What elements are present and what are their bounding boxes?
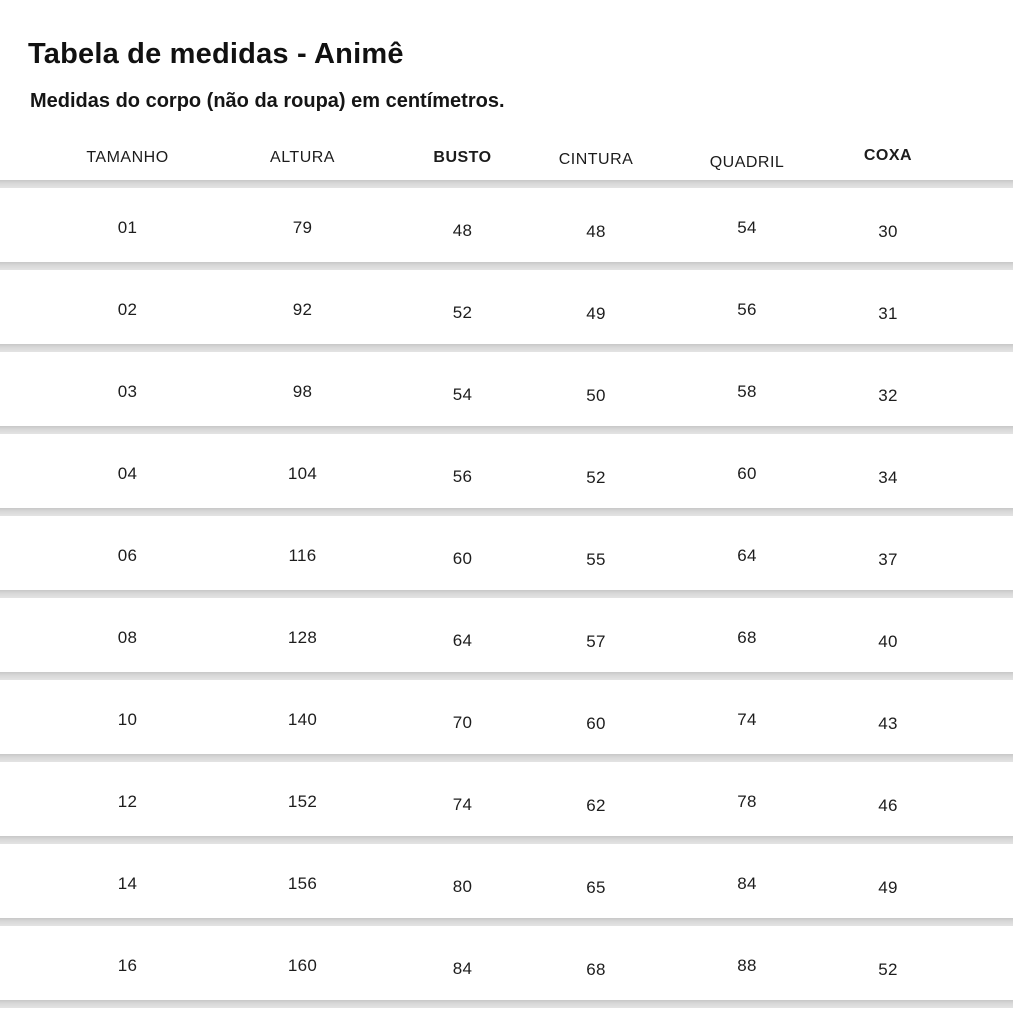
cell-altura: 152 [287, 792, 318, 811]
cell-cintura: 49 [586, 304, 606, 323]
page-title: Tabela de medidas - Animê [28, 38, 404, 70]
cell-tamanho: 06 [117, 546, 138, 565]
table-row: 06 116 60 55 64 37 [0, 516, 1013, 590]
cell-tamanho: 08 [117, 628, 138, 647]
cell-coxa: 46 [878, 796, 898, 815]
cell-busto: 60 [452, 549, 473, 568]
row-divider [0, 754, 1013, 762]
table-row: 02 92 52 49 56 31 [0, 270, 1013, 344]
cell-quadril: 74 [737, 710, 757, 729]
page-subtitle: Medidas do corpo (não da roupa) em centí… [30, 90, 505, 112]
cell-tamanho: 16 [117, 956, 138, 975]
table-row: 08 128 64 57 68 40 [0, 598, 1013, 672]
column-header-coxa: COXA [863, 146, 913, 164]
cell-altura: 116 [288, 546, 317, 565]
column-header-cintura: CINTURA [558, 150, 634, 168]
cell-cintura: 60 [586, 714, 606, 733]
cell-quadril: 78 [737, 792, 757, 811]
cell-busto: 56 [452, 467, 473, 486]
cell-quadril: 58 [737, 382, 757, 401]
cell-cintura: 57 [586, 632, 606, 651]
cell-coxa: 32 [878, 386, 898, 405]
cell-altura: 160 [287, 956, 318, 975]
row-divider [0, 918, 1013, 926]
column-header-tamanho: TAMANHO [86, 148, 169, 166]
cell-quadril: 54 [737, 218, 757, 237]
table-row: 16 160 84 68 88 52 [0, 926, 1013, 1000]
table-header-row: TAMANHO ALTURA BUSTO CINTURA QUADRIL COXA [0, 135, 1013, 180]
row-divider [0, 262, 1013, 270]
cell-tamanho: 03 [117, 382, 138, 401]
cell-busto: 52 [452, 303, 473, 322]
cell-quadril: 88 [737, 956, 757, 975]
cell-cintura: 50 [586, 386, 606, 405]
cell-busto: 48 [452, 221, 473, 240]
cell-quadril: 84 [737, 874, 757, 893]
cell-tamanho: 14 [117, 874, 138, 893]
cell-coxa: 40 [878, 632, 898, 651]
cell-coxa: 31 [878, 304, 898, 323]
cell-tamanho: 01 [117, 218, 138, 237]
column-header-busto: BUSTO [433, 148, 492, 166]
cell-cintura: 68 [586, 960, 606, 979]
table-row: 14 156 80 65 84 49 [0, 844, 1013, 918]
cell-quadril: 56 [737, 300, 757, 319]
cell-tamanho: 04 [117, 464, 138, 483]
size-table: TAMANHO ALTURA BUSTO CINTURA QUADRIL COXA 01 79… [0, 135, 1013, 1008]
row-divider [0, 508, 1013, 516]
cell-busto: 84 [452, 959, 473, 978]
cell-busto: 54 [452, 385, 473, 404]
column-header-quadril: QUADRIL [709, 153, 785, 171]
row-divider [0, 426, 1013, 434]
cell-cintura: 52 [586, 468, 606, 487]
cell-quadril: 64 [737, 546, 757, 565]
cell-altura: 104 [287, 464, 318, 483]
table-row: 04 104 56 52 60 34 [0, 434, 1013, 508]
cell-altura: 140 [287, 710, 318, 729]
row-divider [0, 836, 1013, 844]
row-divider [0, 344, 1013, 352]
cell-tamanho: 10 [117, 710, 138, 729]
cell-cintura: 48 [586, 222, 606, 241]
cell-tamanho: 02 [117, 300, 138, 319]
table-row: 10 140 70 60 74 43 [0, 680, 1013, 754]
cell-coxa: 49 [878, 878, 898, 897]
row-divider [0, 1000, 1013, 1008]
row-divider [0, 180, 1013, 188]
cell-tamanho: 12 [117, 792, 138, 811]
cell-busto: 74 [452, 795, 473, 814]
cell-quadril: 68 [737, 628, 757, 647]
cell-coxa: 34 [878, 468, 898, 487]
table-row: 01 79 48 48 54 30 [0, 188, 1013, 262]
table-row: 12 152 74 62 78 46 [0, 762, 1013, 836]
cell-altura: 79 [292, 218, 313, 237]
row-divider [0, 672, 1013, 680]
cell-altura: 92 [292, 300, 313, 319]
column-header-altura: ALTURA [270, 148, 335, 166]
cell-altura: 156 [287, 874, 318, 893]
cell-coxa: 30 [878, 222, 898, 241]
cell-busto: 64 [452, 631, 473, 650]
cell-coxa: 43 [878, 714, 898, 733]
cell-coxa: 37 [878, 550, 898, 569]
cell-altura: 98 [292, 382, 313, 401]
cell-altura: 128 [287, 628, 318, 647]
cell-cintura: 62 [586, 796, 606, 815]
cell-busto: 80 [452, 877, 473, 896]
cell-coxa: 52 [878, 960, 898, 979]
row-divider [0, 590, 1013, 598]
table-row: 03 98 54 50 58 32 [0, 352, 1013, 426]
cell-cintura: 65 [586, 878, 606, 897]
cell-quadril: 60 [737, 464, 757, 483]
cell-busto: 70 [452, 713, 473, 732]
cell-cintura: 55 [586, 550, 606, 569]
